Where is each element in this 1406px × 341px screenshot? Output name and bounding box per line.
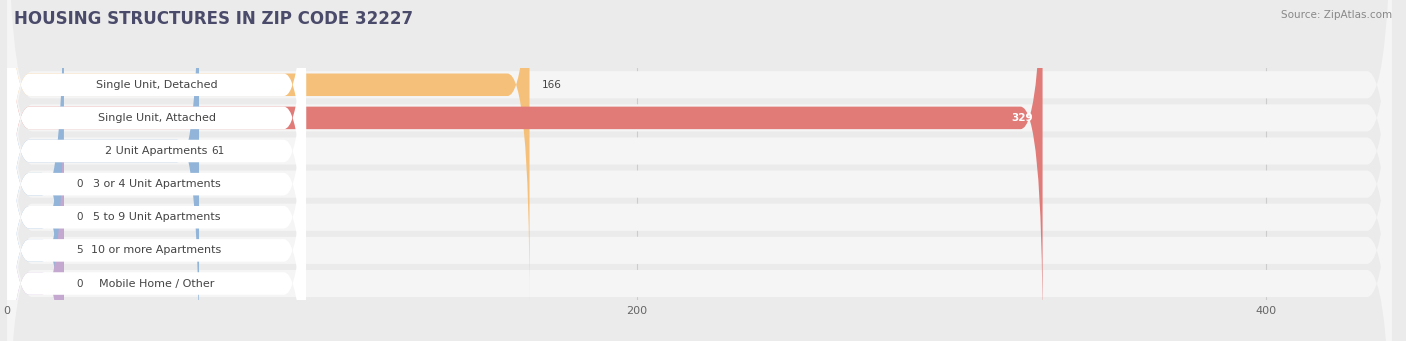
FancyBboxPatch shape bbox=[7, 0, 1392, 341]
Text: 0: 0 bbox=[76, 279, 83, 288]
FancyBboxPatch shape bbox=[7, 0, 307, 341]
Text: Source: ZipAtlas.com: Source: ZipAtlas.com bbox=[1281, 10, 1392, 20]
Text: 3 or 4 Unit Apartments: 3 or 4 Unit Apartments bbox=[93, 179, 221, 189]
FancyBboxPatch shape bbox=[7, 0, 1392, 341]
Text: 0: 0 bbox=[76, 212, 83, 222]
FancyBboxPatch shape bbox=[7, 0, 200, 341]
Text: Single Unit, Detached: Single Unit, Detached bbox=[96, 80, 218, 90]
Text: HOUSING STRUCTURES IN ZIP CODE 32227: HOUSING STRUCTURES IN ZIP CODE 32227 bbox=[14, 10, 413, 28]
FancyBboxPatch shape bbox=[7, 0, 307, 306]
Text: 166: 166 bbox=[543, 80, 562, 90]
Text: Single Unit, Attached: Single Unit, Attached bbox=[97, 113, 215, 123]
FancyBboxPatch shape bbox=[7, 0, 63, 341]
Text: 61: 61 bbox=[212, 146, 225, 156]
FancyBboxPatch shape bbox=[7, 0, 63, 341]
FancyBboxPatch shape bbox=[7, 32, 1392, 341]
Text: Mobile Home / Other: Mobile Home / Other bbox=[98, 279, 214, 288]
Text: 0: 0 bbox=[76, 179, 83, 189]
FancyBboxPatch shape bbox=[7, 0, 1392, 341]
Text: 329: 329 bbox=[1011, 113, 1033, 123]
FancyBboxPatch shape bbox=[7, 0, 530, 306]
Text: 5 to 9 Unit Apartments: 5 to 9 Unit Apartments bbox=[93, 212, 221, 222]
FancyBboxPatch shape bbox=[7, 0, 1043, 339]
FancyBboxPatch shape bbox=[7, 0, 1392, 336]
FancyBboxPatch shape bbox=[7, 30, 307, 341]
Text: 5: 5 bbox=[76, 246, 83, 255]
FancyBboxPatch shape bbox=[7, 30, 63, 341]
FancyBboxPatch shape bbox=[7, 63, 63, 341]
FancyBboxPatch shape bbox=[7, 0, 1392, 341]
FancyBboxPatch shape bbox=[7, 63, 307, 341]
Text: 2 Unit Apartments: 2 Unit Apartments bbox=[105, 146, 208, 156]
FancyBboxPatch shape bbox=[7, 0, 307, 341]
Text: 10 or more Apartments: 10 or more Apartments bbox=[91, 246, 222, 255]
FancyBboxPatch shape bbox=[7, 0, 1392, 341]
FancyBboxPatch shape bbox=[7, 0, 307, 341]
FancyBboxPatch shape bbox=[7, 0, 307, 339]
